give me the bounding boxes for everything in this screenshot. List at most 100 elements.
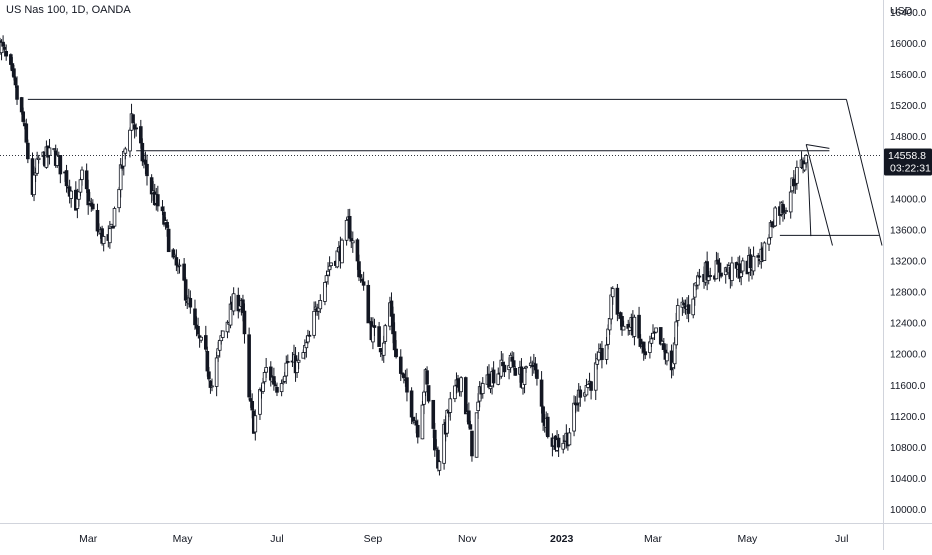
trend-line[interactable] (845, 99, 883, 246)
candle-up (117, 188, 121, 209)
candle-up (480, 383, 485, 394)
candle-down (643, 351, 648, 356)
candle-down (414, 420, 419, 426)
candle-down (394, 348, 398, 358)
candle-down (578, 389, 583, 398)
candle-down (358, 274, 363, 278)
candle-down (9, 54, 13, 65)
candle-up (301, 352, 306, 359)
drawings-layer (0, 98, 883, 246)
x-tick-label: Mar (79, 533, 98, 545)
x-tick-label: Nov (458, 533, 477, 545)
candle-up (739, 272, 743, 278)
candle-down (392, 331, 397, 351)
candle-up (730, 262, 734, 281)
trend-line[interactable] (806, 143, 830, 149)
candle-up (108, 228, 112, 244)
trend-line[interactable] (807, 159, 812, 237)
candle-down (589, 381, 593, 391)
candle-up (621, 325, 626, 331)
candle-up (740, 260, 745, 272)
candle-down (242, 310, 247, 335)
candle-up (453, 385, 457, 400)
candle-up (327, 265, 332, 271)
candle-up (674, 321, 678, 346)
candle-down (431, 399, 436, 429)
candle-up (371, 326, 375, 343)
candle-down (84, 170, 89, 190)
candle-down (456, 378, 460, 388)
candle-down (708, 275, 713, 277)
candle-up (173, 254, 177, 257)
candle-up (751, 255, 756, 272)
candle-down (13, 77, 18, 86)
candle-down (600, 348, 604, 361)
candle-up (488, 386, 493, 390)
candle-up (214, 357, 219, 387)
candle-down (247, 334, 251, 398)
candle-down (171, 249, 176, 258)
candle-up (383, 325, 388, 342)
candle-up (459, 377, 463, 393)
last-price-tag: 14558.8 03:22:31 (884, 148, 932, 176)
candle-down (275, 386, 279, 393)
candle-up (691, 298, 696, 316)
candle-down (347, 215, 352, 239)
candle-down (491, 369, 496, 384)
candle-up (422, 391, 426, 405)
candle-up (35, 158, 39, 174)
candle-down (361, 281, 366, 286)
candle-down (139, 126, 143, 144)
candle-up (651, 332, 655, 339)
candle-up (128, 129, 132, 152)
candle-up (210, 385, 214, 388)
candle-up (78, 179, 83, 193)
y-tick-label: 12800.0 (890, 288, 927, 299)
y-tick-label: 14000.0 (890, 194, 927, 205)
candle-up (476, 401, 480, 412)
candle-down (539, 379, 544, 407)
candle-up (593, 362, 598, 391)
y-tick-label: 12000.0 (890, 350, 927, 361)
candle-down (641, 341, 646, 353)
candle-down (143, 159, 148, 165)
candle-up (654, 327, 658, 333)
candle-down (372, 325, 377, 328)
currency-label: USD (890, 5, 913, 17)
candle-down (193, 308, 197, 326)
candle-down (467, 410, 471, 425)
candle-up (32, 174, 36, 196)
candle-up (420, 404, 425, 440)
candle-down (12, 68, 16, 78)
y-tick-label: 13200.0 (890, 257, 927, 268)
candle-down (409, 390, 414, 418)
candle-down (391, 313, 395, 335)
candle-up (231, 293, 236, 312)
candle-up (381, 342, 386, 356)
candle-up (572, 402, 576, 432)
candle-down (196, 325, 200, 335)
candle-up (604, 344, 609, 360)
candle-up (773, 207, 778, 227)
candle-down (145, 163, 149, 177)
candle-up (437, 461, 442, 471)
candle-down (535, 369, 539, 379)
countdown-label: 03:22:31 (890, 162, 931, 174)
candle-up (312, 310, 316, 336)
candle-down (545, 416, 550, 438)
candle-down (91, 203, 95, 210)
x-tick-labels: Mar May Jul Sep Nov 2023 Mar May Jul (79, 533, 848, 545)
y-tick-label: 11600.0 (890, 381, 926, 392)
candle-down (662, 343, 666, 350)
candle-down (1, 41, 5, 47)
candle-up (782, 212, 787, 215)
candle-up (350, 240, 355, 244)
candle-up (672, 342, 677, 365)
candle-up (649, 338, 654, 344)
trend-line[interactable] (805, 144, 833, 246)
y-tick-label: 16000.0 (890, 39, 927, 50)
candle-down (398, 356, 403, 374)
candle-up (112, 208, 117, 227)
